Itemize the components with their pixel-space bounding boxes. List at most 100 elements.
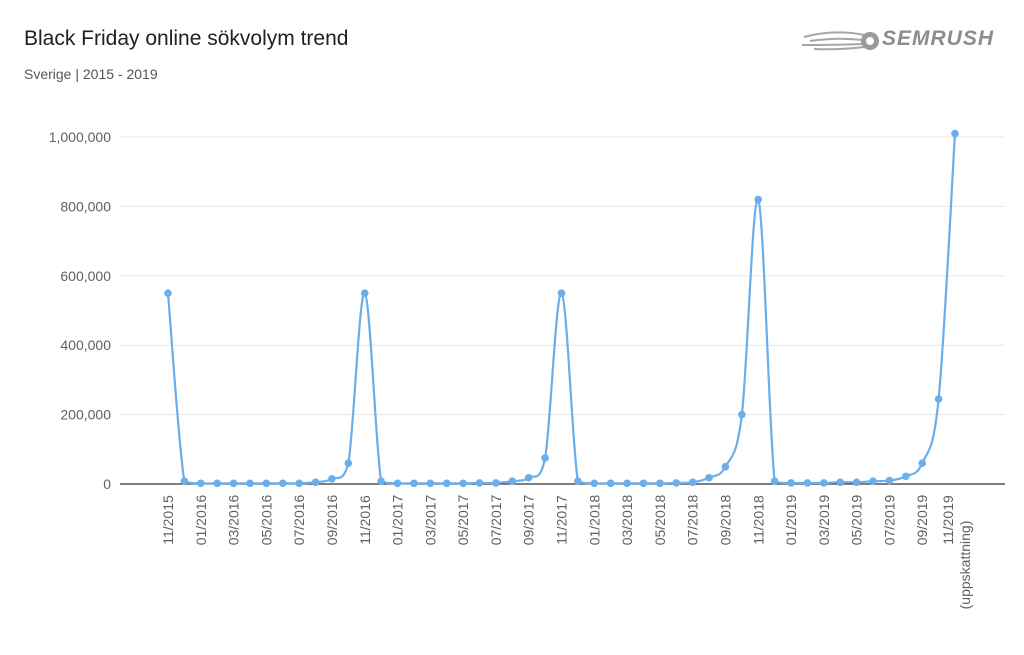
x-tick: 01/2018 (586, 494, 602, 545)
x-tick-label: 07/2017 (488, 494, 504, 545)
x-tick-label: 11/2018 (750, 495, 766, 545)
data-point (442, 479, 451, 488)
data-point (803, 479, 812, 487)
data-point (951, 129, 959, 138)
x-tick: 01/2017 (390, 494, 406, 545)
data-point (902, 472, 910, 481)
x-tick: 05/2018 (652, 494, 668, 545)
data-point (524, 473, 533, 482)
data-point (770, 477, 779, 486)
x-tick-label: 07/2016 (291, 494, 307, 545)
x-tick: 01/2019 (783, 494, 799, 545)
x-tick: 01/2016 (193, 494, 209, 545)
x-tick: 05/2016 (258, 494, 274, 545)
data-point (918, 459, 927, 467)
x-tick-label: 09/2018 (717, 494, 733, 545)
data-point (262, 479, 271, 488)
data-point (246, 479, 254, 488)
data-point (311, 478, 320, 487)
x-tick: 03/2019 (816, 494, 832, 545)
x-tick-label: 07/2018 (685, 494, 701, 545)
data-point (852, 478, 861, 487)
data-point (492, 479, 500, 487)
data-point (508, 477, 517, 486)
x-tick: 03/2017 (422, 494, 438, 545)
x-tick-label: 01/2017 (390, 494, 406, 545)
x-tick-label: 09/2016 (324, 494, 340, 545)
data-point (869, 477, 877, 486)
x-tick: 11/2018 (750, 495, 766, 545)
x-tick: 05/2019 (849, 494, 865, 545)
x-tick-label: 07/2019 (881, 494, 897, 545)
brand-logo: SEMRUSH (800, 25, 1010, 55)
x-tick-label: 03/2016 (226, 494, 242, 545)
x-tick-label: 03/2019 (816, 494, 832, 545)
x-tick-label: 03/2017 (422, 494, 438, 545)
x-tick-label: 11/2016 (357, 495, 373, 545)
x-tick: 09/2019 (914, 494, 930, 545)
data-point (459, 479, 467, 488)
x-tick: 03/2016 (226, 494, 242, 545)
data-point (672, 479, 681, 487)
x-tick-label: 11/2015 (160, 495, 176, 545)
data-point (196, 479, 205, 488)
data-point (278, 479, 287, 488)
data-point (377, 477, 385, 486)
data-point (229, 479, 238, 488)
data-point (705, 473, 713, 482)
data-point (656, 479, 664, 488)
data-point (623, 479, 631, 488)
data-point (836, 478, 845, 487)
y-tick-label: 0 (103, 476, 111, 492)
data-point (754, 195, 763, 204)
brand-name: SEMRUSH (882, 27, 995, 50)
x-tick-label: 01/2016 (193, 494, 209, 545)
x-tick-label: 09/2017 (521, 494, 537, 545)
data-point (590, 479, 599, 488)
data-point (885, 476, 894, 485)
data-point (574, 477, 582, 486)
data-point (180, 477, 189, 486)
data-point (820, 479, 828, 487)
data-point (213, 479, 221, 488)
data-point (934, 395, 943, 403)
x-tick: 09/2016 (324, 494, 340, 545)
x-tick-label: 05/2017 (455, 494, 471, 545)
data-point (410, 479, 418, 488)
x-tick-label: 11/2019 (940, 495, 956, 545)
data-point (688, 478, 697, 487)
x-tick-label: 01/2018 (586, 494, 602, 545)
data-point (295, 479, 303, 488)
y-axis-ticks: 0 200,000 400,000 600,000 800,000 1,000,000 (49, 129, 112, 492)
x-tick: 09/2017 (521, 494, 537, 545)
x-tick-label: 05/2016 (258, 494, 274, 545)
x-tick-label: 11/2017 (554, 495, 570, 545)
data-point (360, 289, 369, 297)
data-point (606, 479, 615, 488)
x-tick-label: 05/2019 (849, 494, 865, 545)
x-tick: 07/2016 (291, 494, 307, 545)
y-tick-label: 400,000 (60, 337, 111, 353)
y-tick-label: 200,000 (60, 407, 111, 423)
data-point (328, 475, 336, 483)
data-point (475, 479, 484, 487)
data-point (344, 459, 353, 467)
data-points (164, 129, 959, 488)
x-tick-label: 03/2018 (619, 494, 635, 545)
x-tick: 09/2018 (717, 494, 733, 545)
x-tick: 07/2019 (881, 494, 897, 545)
fireball-icon (801, 31, 879, 51)
data-point (787, 479, 795, 487)
chart-title: Black Friday online sökvolym trend (24, 27, 349, 50)
data-point (541, 454, 549, 462)
data-point (557, 289, 566, 297)
x-tick: 11/2016 (357, 495, 373, 545)
x-tick: 07/2017 (488, 494, 504, 545)
data-point (164, 289, 172, 297)
x-tick: 11/2017 (554, 495, 570, 545)
x-tick-label: 09/2019 (914, 494, 930, 545)
x-axis-ticks: 11/2015 01/2016 03/2016 05/2016 07/2016 09/20… (160, 494, 973, 609)
x-tick-label-note: (uppskattning) (957, 521, 973, 610)
y-tick-label: 800,000 (60, 198, 111, 214)
